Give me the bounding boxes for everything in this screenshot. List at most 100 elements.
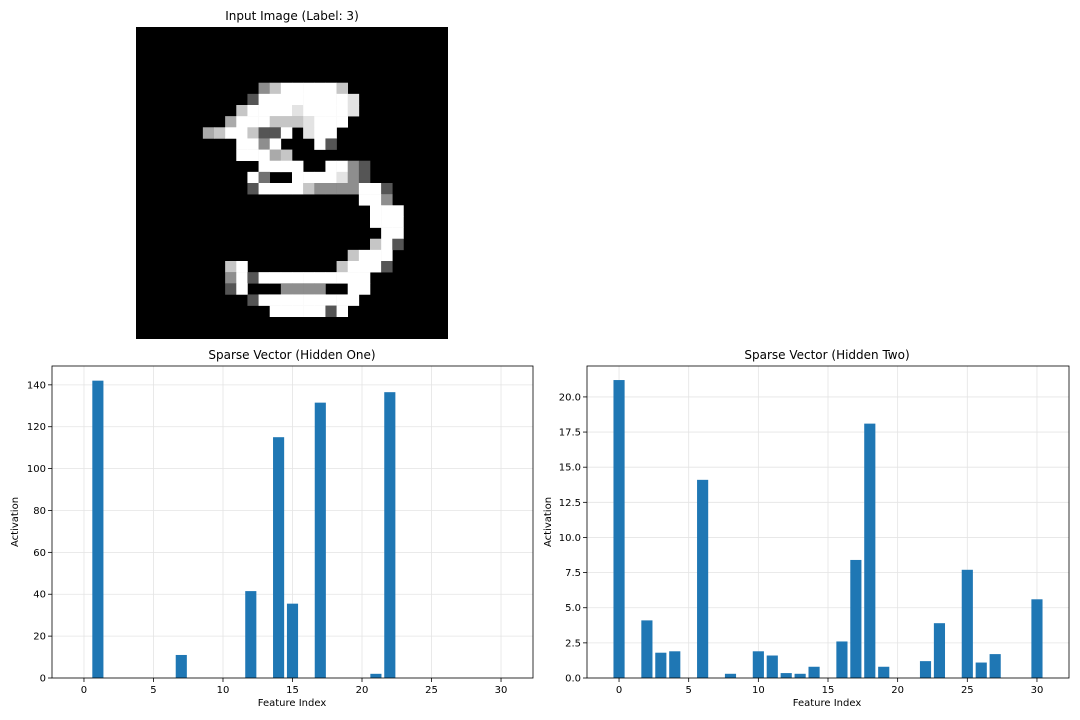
- image-pixel: [225, 116, 237, 128]
- image-pixel: [314, 127, 326, 139]
- image-pixel: [280, 93, 293, 106]
- chart-hidden-one-xtick-label: 10: [217, 685, 230, 696]
- chart-hidden-one-bar: [370, 673, 382, 678]
- chart-hidden-one-ytick-label: 40: [33, 590, 46, 601]
- chart-hidden-one-ytick-label: 80: [33, 506, 46, 517]
- image-pixel: [280, 149, 293, 162]
- image-pixel: [280, 183, 293, 195]
- image-pixel: [336, 272, 349, 284]
- image-pixel: [292, 116, 304, 128]
- image-pixel: [336, 82, 349, 95]
- image-pixel: [258, 82, 271, 95]
- chart-hidden-two-bar: [989, 654, 1001, 678]
- image-pixel: [336, 105, 349, 117]
- image-pixel: [347, 171, 360, 184]
- image-pixel: [370, 216, 382, 228]
- image-pixel: [314, 138, 326, 150]
- image-pixel: [314, 183, 326, 195]
- image-pixel: [370, 205, 382, 217]
- chart-hidden-two-bar: [766, 655, 778, 678]
- chart-hidden-two-xtick-label: 0: [616, 685, 622, 696]
- chart-hidden-two-bar: [836, 641, 848, 678]
- image-pixel: [236, 127, 248, 139]
- image-pixel: [325, 160, 337, 173]
- image-pixel: [336, 305, 349, 318]
- image-pixel: [303, 294, 315, 306]
- image-pixel: [314, 116, 326, 128]
- image-pixel: [325, 138, 337, 150]
- chart-hidden-two-bar: [794, 673, 806, 678]
- image-pixel: [258, 171, 271, 184]
- image-pixel: [269, 149, 282, 162]
- chart-hidden-two-ytick-label: 0.0: [565, 674, 581, 685]
- image-pixel: [325, 82, 337, 95]
- image-pixel: [292, 82, 304, 95]
- image-pixel: [225, 127, 237, 139]
- chart-hidden-one-ytick-label: 140: [27, 380, 46, 391]
- image-pixel: [236, 105, 248, 117]
- image-pixel: [325, 116, 337, 128]
- image-pixel: [247, 183, 259, 195]
- chart-hidden-one-xtick-label: 0: [81, 685, 87, 696]
- image-pixel: [392, 205, 404, 217]
- image-pixel: [247, 138, 259, 150]
- chart-hidden-one-ytick-label: 0: [40, 674, 46, 685]
- image-pixel: [358, 283, 371, 295]
- image-pixel: [292, 283, 304, 295]
- chart-hidden-two-ylabel: Activation: [543, 497, 554, 547]
- image-pixel: [280, 82, 293, 95]
- image-pixel: [292, 93, 304, 106]
- image-pixel: [292, 294, 304, 306]
- image-pixel: [280, 272, 293, 284]
- chart-hidden-one-bar: [384, 392, 396, 678]
- input-image: [136, 27, 448, 339]
- image-pixel: [236, 116, 248, 128]
- image-pixel: [358, 272, 371, 284]
- chart-hidden-two-title: Sparse Vector (Hidden Two): [744, 348, 909, 362]
- image-pixel: [314, 294, 326, 306]
- image-pixel: [358, 183, 371, 195]
- chart-hidden-two-ytick-label: 5.0: [565, 603, 581, 614]
- image-pixel: [381, 194, 393, 206]
- image-pixel: [269, 183, 282, 195]
- chart-hidden-two-bar: [752, 651, 764, 678]
- image-pixel: [247, 105, 259, 117]
- chart-hidden-one-bar: [245, 591, 257, 678]
- image-pixel: [392, 216, 404, 228]
- image-pixel: [269, 272, 282, 284]
- image-pixel: [325, 183, 337, 195]
- chart-hidden-two-bar: [850, 559, 862, 678]
- image-pixel: [381, 249, 393, 262]
- image-pixel: [392, 227, 404, 240]
- image-pixel: [247, 171, 259, 184]
- image-pixel: [303, 105, 315, 117]
- image-pixel: [325, 105, 337, 117]
- image-pixel: [269, 138, 282, 150]
- image-pixel: [292, 305, 304, 318]
- image-pixel: [214, 127, 226, 139]
- chart-hidden-one-bar: [92, 380, 104, 678]
- chart-hidden-one-bar: [273, 437, 285, 678]
- image-pixel: [303, 305, 315, 318]
- image-pixel: [280, 283, 293, 295]
- image-pixel: [292, 272, 304, 284]
- chart-hidden-two-bar: [724, 673, 737, 678]
- chart-hidden-one-ylabel: Activation: [10, 497, 21, 547]
- chart-hidden-one-title: Sparse Vector (Hidden One): [208, 348, 375, 362]
- image-pixel: [303, 171, 315, 184]
- chart-hidden-one-ytick-label: 100: [27, 464, 46, 475]
- image-pixel: [347, 105, 360, 117]
- image-pixel: [225, 283, 237, 295]
- image-title: Input Image (Label: 3): [225, 9, 359, 23]
- chart-hidden-two-bar: [975, 662, 987, 678]
- image-pixel: [258, 149, 271, 162]
- image-pixel: [314, 93, 326, 106]
- image-pixel: [280, 127, 293, 139]
- image-pixel: [269, 127, 282, 139]
- image-pixel: [269, 82, 282, 95]
- image-pixel: [258, 93, 271, 106]
- chart-hidden-two-ytick-label: 2.5: [565, 638, 581, 649]
- image-pixel: [325, 272, 337, 284]
- image-pixel: [370, 194, 382, 206]
